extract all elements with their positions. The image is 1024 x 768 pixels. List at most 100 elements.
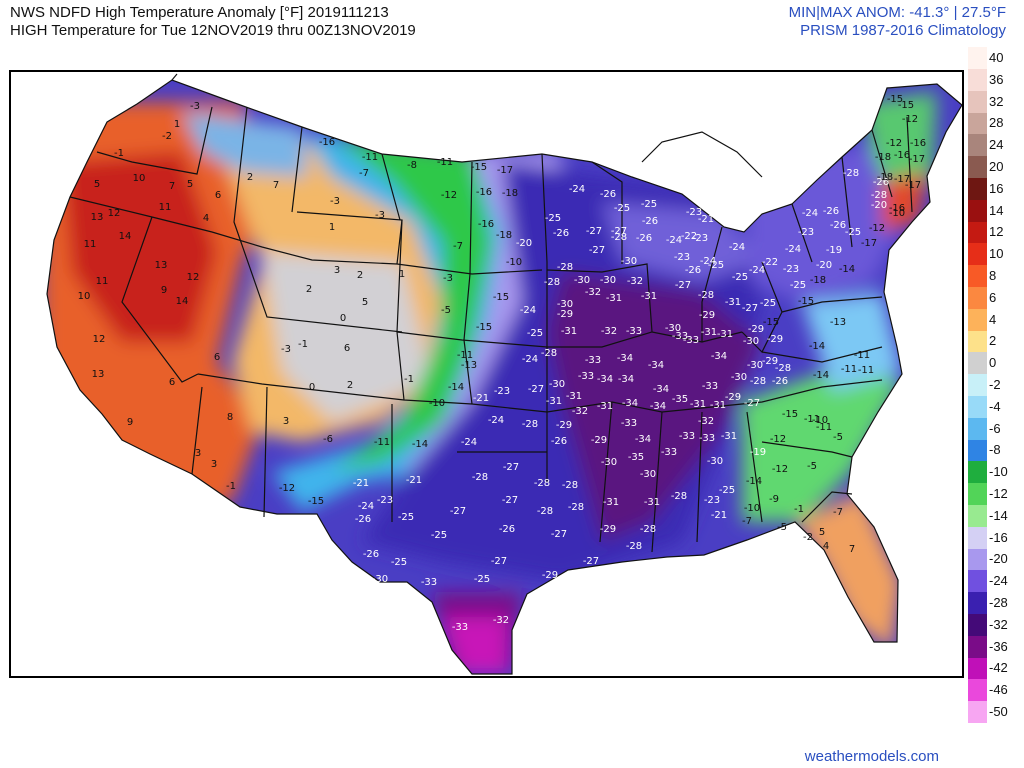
anomaly-label: -19 [826, 245, 842, 256]
legend-tick-label: -8 [989, 442, 1001, 458]
anomaly-label: -5 [777, 522, 787, 533]
anomaly-label: 10 [133, 173, 146, 184]
anomaly-label: -12 [441, 190, 457, 201]
anomaly-label: -13 [830, 317, 846, 328]
anomaly-label: -31 [561, 326, 577, 337]
anomaly-label: -24 [569, 184, 585, 195]
anomaly-label: 2 [347, 380, 353, 391]
legend-tick-label: 2 [989, 333, 997, 349]
credit-link[interactable]: weathermodels.com [804, 748, 939, 765]
anomaly-label: -28 [541, 348, 557, 359]
anomaly-label: -1 [226, 481, 236, 492]
legend-swatch [968, 134, 987, 157]
anomaly-label: -30 [601, 457, 617, 468]
anomaly-label: -16 [478, 219, 494, 230]
anomaly-label: -24 [461, 437, 477, 448]
anomaly-label: -1 [404, 374, 414, 385]
anomaly-label: -31 [603, 497, 619, 508]
anomaly-label: -16 [894, 150, 910, 161]
anomaly-label: -11 [804, 414, 820, 425]
legend-swatch [968, 526, 987, 549]
legend-swatch [968, 243, 987, 266]
anomaly-label: -27 [502, 495, 518, 506]
anomaly-label: -14 [809, 341, 825, 352]
title-block: NWS NDFD High Temperature Anomaly [°F] 2… [10, 4, 416, 40]
anomaly-label: -15 [887, 94, 903, 105]
anomaly-label: -28 [472, 472, 488, 483]
anomaly-label: -27 [551, 529, 567, 540]
legend-tick-label: -6 [989, 420, 1001, 436]
anomaly-label: -33 [585, 355, 601, 366]
anomaly-label: -33 [421, 577, 437, 588]
anomaly-label: 9 [127, 417, 133, 428]
anomaly-label: -31 [606, 293, 622, 304]
legend-swatch [968, 90, 987, 113]
anomaly-label: -27 [589, 245, 605, 256]
anomaly-label: -31 [566, 391, 582, 402]
anomaly-label: 2 [306, 284, 312, 295]
anomaly-label: -12 [772, 464, 788, 475]
anomaly-label: -11 [841, 364, 857, 375]
anomaly-label: -10 [812, 415, 828, 426]
anomaly-label: -27 [583, 556, 599, 567]
anomaly-label: -23 [494, 386, 510, 397]
anomaly-label: -7 [359, 168, 369, 179]
legend-swatch [968, 417, 987, 440]
anomaly-label: -11 [816, 422, 832, 433]
legend-tick-label: 14 [989, 202, 1004, 218]
legend-swatch [968, 548, 987, 571]
anomaly-label: 10 [78, 291, 91, 302]
anomaly-label: -15 [471, 162, 487, 173]
anomaly-label: -14 [813, 370, 829, 381]
legend-tick-label: -4 [989, 398, 1001, 414]
anomaly-label: -25 [719, 485, 735, 496]
anomaly-label: -18 [877, 172, 893, 183]
anomaly-label: -25 [545, 213, 561, 224]
anomaly-label: -31 [721, 431, 737, 442]
anomaly-label: -18 [810, 275, 826, 286]
anomaly-label: -31 [644, 497, 660, 508]
anomaly-label: -11 [437, 157, 453, 168]
anomaly-label: -23 [783, 264, 799, 275]
anomaly-label: -30 [621, 256, 637, 267]
anomaly-label: -25 [474, 574, 490, 585]
anomaly-label: -2 [162, 131, 172, 142]
legend-swatch [968, 352, 987, 375]
anomaly-label: -15 [898, 100, 914, 111]
anomaly-label: -27 [611, 226, 627, 237]
anomaly-label: -5 [441, 305, 451, 316]
anomaly-label: -34 [622, 398, 638, 409]
anomaly-label: -17 [497, 165, 513, 176]
anomaly-label: 14 [119, 231, 132, 242]
anomaly-label: -24 [522, 354, 538, 365]
legend-tick-label: 8 [989, 268, 997, 283]
legend-swatch [968, 701, 987, 724]
anomaly-label: -28 [750, 376, 766, 387]
legend-swatch [968, 613, 987, 637]
anomaly-label: -30 [372, 574, 388, 585]
anomaly-label: -20 [516, 238, 532, 249]
legend-swatch [968, 68, 987, 92]
anomaly-label: -11 [858, 365, 874, 376]
legend-tick-label: -2 [989, 377, 1001, 392]
anomaly-label: -21 [353, 478, 369, 489]
anomaly-label: 5 [94, 179, 100, 190]
legend-swatch [968, 635, 987, 658]
anomaly-label: -30 [743, 336, 759, 347]
anomaly-label: -24 [666, 235, 682, 246]
anomaly-label: -31 [717, 329, 733, 340]
anomaly-label: -25 [398, 512, 414, 523]
anomaly-label: -28 [562, 480, 578, 491]
anomaly-label: -17 [905, 180, 921, 191]
legend-tick-label: -14 [989, 507, 1008, 523]
anomaly-label: -15 [798, 296, 814, 307]
anomaly-label: -23 [798, 227, 814, 238]
anomaly-label: 6 [215, 190, 221, 201]
anomaly-label: -30 [731, 372, 747, 383]
anomaly-label: -15 [763, 317, 779, 328]
anomaly-label: -24 [802, 208, 818, 219]
anomaly-map[interactable]: -3 1 -2 -1 5 10 7 5 13 12 11 14 11 13 12 11 9 14 10 12 13 6 6 9… [9, 70, 964, 678]
anomaly-label: 11 [159, 202, 172, 213]
boundary-lines [46, 73, 962, 675]
anomaly-label: -25 [708, 260, 724, 271]
